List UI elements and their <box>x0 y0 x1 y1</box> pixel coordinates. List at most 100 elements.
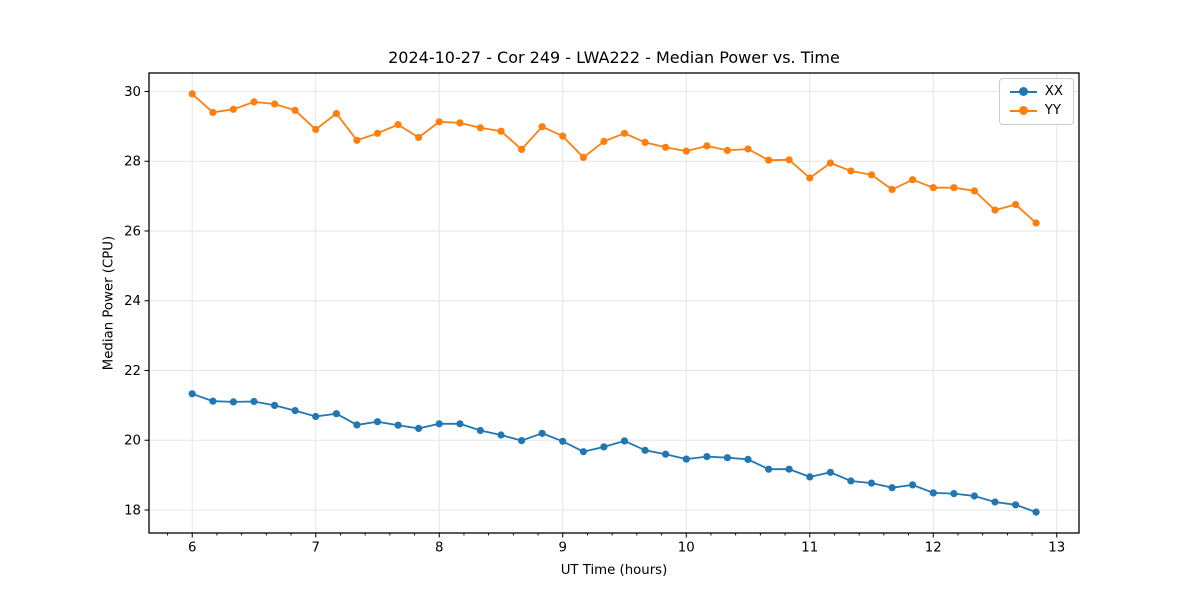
series-yy-marker <box>373 129 382 137</box>
series-yy-marker <box>620 129 629 137</box>
series-xx-marker <box>229 398 237 406</box>
series-yy-marker <box>415 133 423 142</box>
series-yy-marker <box>312 125 320 134</box>
series-yy-marker <box>538 123 546 131</box>
series-yy-marker <box>1032 219 1040 227</box>
series-xx-marker <box>703 453 711 461</box>
series-xx-marker <box>538 429 546 437</box>
y-tick-label: 20 <box>124 434 141 449</box>
x-tick-label: 11 <box>801 541 818 556</box>
series-xx-marker <box>394 421 402 429</box>
legend-label-xx: XX <box>1044 84 1063 99</box>
series-yy-marker <box>518 145 526 153</box>
series-yy-marker <box>456 119 464 127</box>
series-xx-marker <box>353 421 361 429</box>
series-yy-line <box>191 93 1037 224</box>
series-yy-marker <box>867 171 876 179</box>
series-yy-marker <box>579 153 588 161</box>
series-yy-marker <box>888 185 896 194</box>
series-yy-marker <box>250 98 258 106</box>
series-xx-marker <box>312 412 320 421</box>
series-xx-marker <box>620 437 629 445</box>
y-tick-label: 18 <box>124 503 141 518</box>
series-xx-marker <box>250 397 258 406</box>
series-xx-marker <box>209 397 217 405</box>
series-xx-marker <box>867 479 876 487</box>
legend: XX YY <box>998 78 1074 125</box>
series-xx-marker <box>373 418 382 426</box>
series-yy-marker <box>765 156 773 164</box>
x-tick-label: 12 <box>925 541 942 556</box>
series-yy-marker <box>682 147 690 155</box>
series-xx-marker <box>662 450 670 458</box>
series-xx-marker <box>888 484 896 492</box>
legend-item-yy: YY <box>1009 104 1063 118</box>
series-yy-marker <box>826 159 835 167</box>
series-xx-marker <box>291 407 299 415</box>
series-yy-marker <box>476 124 484 132</box>
series-xx-marker <box>1032 508 1040 516</box>
series-xx-marker <box>785 465 793 473</box>
series-yy-marker <box>291 106 299 114</box>
series-xx-marker <box>723 454 732 462</box>
x-tick-label: 7 <box>311 541 319 556</box>
series-xx-marker <box>641 446 649 454</box>
series-xx-marker <box>456 420 464 428</box>
x-tick-label: 10 <box>678 541 695 556</box>
legend-item-xx: XX <box>1009 84 1063 99</box>
series-xx-marker <box>476 426 484 435</box>
legend-line-marker-icon <box>1009 106 1037 116</box>
y-axis-label: Median Power (CPU) <box>101 235 117 371</box>
legend-line-marker-icon <box>1009 87 1037 97</box>
series-yy-marker <box>600 137 608 145</box>
x-tick-label: 13 <box>1048 541 1065 556</box>
series-yy-marker <box>950 184 958 192</box>
series-yy-marker <box>847 167 855 175</box>
y-tick-label: 28 <box>124 155 141 170</box>
series-xx-marker <box>271 401 279 409</box>
series-xx-marker <box>909 481 917 489</box>
series-xx-marker <box>518 437 526 445</box>
y-ticks: 18 20 22 24 26 28 30 <box>124 85 149 518</box>
series-yy-marker <box>229 105 237 113</box>
series-yy-marker <box>909 176 917 184</box>
series-yy-marker <box>497 127 505 135</box>
series-xx-marker <box>806 473 814 481</box>
series-yy-marker <box>188 90 196 98</box>
series-xx-marker <box>929 489 937 497</box>
series-xx-marker <box>970 492 979 500</box>
series-xx-marker <box>847 477 855 485</box>
series-xx-line <box>191 392 1037 513</box>
x-ticks: 6 7 8 9 10 11 12 13 <box>167 533 1065 556</box>
series-xx-marker <box>332 410 340 418</box>
series-xx-marker <box>188 390 196 398</box>
series-yy-marker <box>970 187 979 195</box>
series-xx-marker <box>435 420 443 428</box>
series-xx-marker <box>682 455 690 463</box>
series-yy-marker <box>394 121 402 129</box>
series-yy-marker <box>723 146 732 154</box>
series-yy-marker <box>209 108 217 116</box>
series-xx-marker <box>826 468 835 476</box>
y-tick-label: 30 <box>124 85 141 100</box>
series-xx-marker <box>497 431 505 439</box>
y-tick-label: 26 <box>124 224 141 239</box>
series-yy-marker <box>703 142 711 150</box>
series-xx-marker <box>744 455 752 463</box>
series-yy-marker <box>744 145 752 153</box>
series-yy <box>188 90 1040 227</box>
series-yy-marker <box>785 156 793 164</box>
series-xx <box>188 390 1040 516</box>
series-xx-marker <box>1012 501 1020 509</box>
series-xx-marker <box>559 437 567 445</box>
series-yy-marker <box>559 132 567 140</box>
series-xx-marker <box>415 424 423 432</box>
grid <box>149 73 1079 533</box>
series-yy-marker <box>1012 200 1020 209</box>
x-tick-label: 9 <box>559 541 567 556</box>
series-yy-marker <box>435 118 443 126</box>
series-yy-marker <box>353 136 361 144</box>
series-yy-marker <box>806 174 814 182</box>
